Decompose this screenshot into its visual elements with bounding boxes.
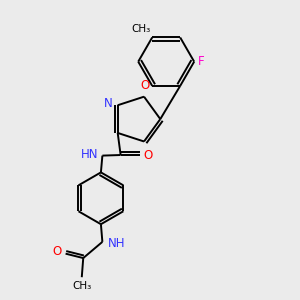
Text: HN: HN [81, 148, 99, 160]
Text: O: O [143, 148, 153, 161]
Text: CH₃: CH₃ [131, 24, 151, 34]
Text: O: O [53, 245, 62, 258]
Text: NH: NH [108, 237, 125, 250]
Text: CH₃: CH₃ [72, 281, 92, 291]
Text: F: F [198, 55, 204, 68]
Text: O: O [140, 79, 149, 92]
Text: N: N [103, 97, 112, 110]
